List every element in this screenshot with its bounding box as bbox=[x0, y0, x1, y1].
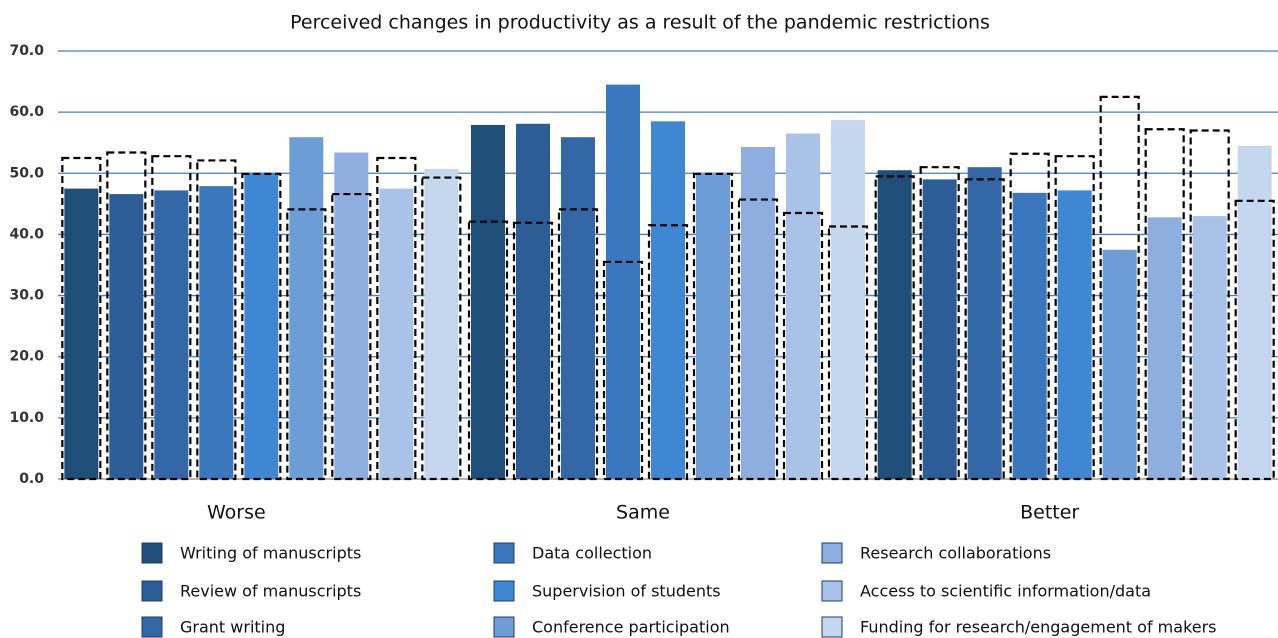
bar bbox=[1057, 190, 1092, 480]
legend-label: Access to scientific information/data bbox=[860, 582, 1151, 601]
bar bbox=[109, 194, 144, 479]
bar bbox=[651, 121, 685, 480]
bar bbox=[696, 172, 730, 479]
y-tick-label: 70.0 bbox=[9, 43, 44, 59]
y-tick-label: 20.0 bbox=[9, 349, 44, 365]
outline-bar bbox=[647, 224, 689, 481]
y-tick-label: 30.0 bbox=[9, 288, 44, 304]
legend-label: Supervision of students bbox=[532, 582, 721, 601]
y-tick-label: 40.0 bbox=[9, 226, 44, 242]
legend-swatch bbox=[821, 542, 843, 564]
y-tick-label: 10.0 bbox=[9, 410, 44, 426]
bar bbox=[199, 186, 234, 479]
legend-swatch bbox=[141, 616, 163, 638]
outline-bar bbox=[737, 198, 779, 481]
outline-bar bbox=[241, 172, 282, 481]
outline-bar bbox=[151, 155, 192, 481]
x-tick-label: Worse bbox=[207, 502, 266, 524]
bar bbox=[154, 190, 189, 480]
bar bbox=[741, 146, 775, 479]
bar bbox=[877, 170, 912, 479]
legend-label: Review of manuscripts bbox=[180, 582, 361, 601]
outline-bar bbox=[331, 192, 372, 481]
bar bbox=[606, 84, 640, 479]
outline-bar bbox=[467, 220, 509, 481]
chart-title: Perceived changes in productivity as a r… bbox=[290, 12, 990, 34]
bar bbox=[379, 188, 414, 480]
legend-swatch bbox=[493, 542, 515, 564]
outline-bar bbox=[106, 151, 147, 481]
bar bbox=[1237, 145, 1272, 479]
bar bbox=[831, 120, 865, 479]
bar bbox=[334, 152, 369, 480]
outline-bar bbox=[1099, 95, 1140, 481]
outline-bar bbox=[1054, 155, 1095, 481]
outline-bar bbox=[376, 156, 417, 481]
legend-swatch bbox=[141, 542, 163, 564]
y-tick-label: 0.0 bbox=[19, 471, 44, 487]
bar bbox=[1012, 192, 1047, 479]
bar bbox=[64, 188, 99, 480]
outline-bar bbox=[602, 260, 644, 481]
outline-bar bbox=[782, 211, 824, 481]
outline-bar bbox=[512, 221, 554, 481]
outline-bar bbox=[1234, 199, 1275, 481]
legend-label: Data collection bbox=[532, 544, 652, 563]
legend-swatch bbox=[821, 616, 843, 638]
outline-bar bbox=[196, 159, 237, 481]
x-tick-label: Same bbox=[616, 502, 670, 524]
bar bbox=[471, 124, 505, 480]
y-tick-label: 60.0 bbox=[9, 104, 44, 120]
bar bbox=[244, 172, 279, 479]
bar bbox=[1102, 249, 1137, 479]
outline-bar bbox=[1189, 129, 1230, 481]
bar bbox=[967, 167, 1002, 479]
bar bbox=[922, 179, 957, 479]
bar bbox=[424, 169, 459, 479]
outline-bar bbox=[61, 156, 102, 481]
bar bbox=[289, 137, 324, 479]
y-tick-label: 50.0 bbox=[9, 165, 44, 181]
outline-bar bbox=[827, 225, 869, 481]
legend-label: Research collaborations bbox=[860, 544, 1051, 563]
outline-bar bbox=[692, 172, 734, 481]
bar bbox=[1192, 216, 1227, 480]
outline-bar bbox=[874, 175, 915, 481]
bar bbox=[786, 133, 820, 480]
bar bbox=[1147, 217, 1182, 479]
legend-label: Writing of manuscripts bbox=[180, 544, 361, 563]
outline-bar bbox=[1009, 152, 1050, 481]
outline-bar bbox=[421, 176, 462, 481]
bar bbox=[516, 123, 550, 479]
legend-label: Funding for research/engagement of maker… bbox=[860, 618, 1217, 637]
legend-swatch bbox=[821, 580, 843, 602]
outline-bar bbox=[964, 178, 1005, 481]
outline-bar bbox=[1144, 128, 1185, 481]
legend-swatch bbox=[141, 580, 163, 602]
bar bbox=[561, 137, 595, 479]
legend-swatch bbox=[493, 616, 515, 638]
legend-label: Grant writing bbox=[180, 618, 285, 637]
outline-bar bbox=[919, 166, 960, 481]
legend-label: Conference participation bbox=[532, 618, 730, 637]
legend-swatch bbox=[493, 580, 515, 602]
x-tick-label: Better bbox=[1020, 502, 1079, 524]
